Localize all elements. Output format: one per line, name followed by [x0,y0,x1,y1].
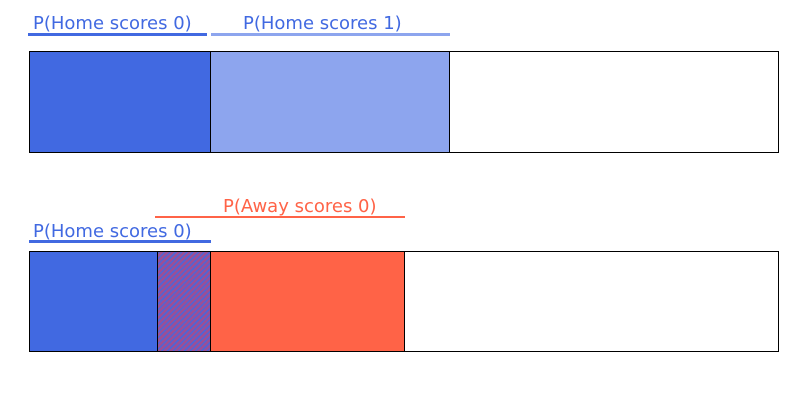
bottom-away-0-underline [155,216,405,218]
bottom-home-0-underline [29,240,211,243]
bottom-home-0-label: P(Home scores 0) [33,221,192,242]
top-home-scores-0-segment [30,52,211,152]
top-home-1-underline [211,33,450,36]
bottom-home-scores-0-only-segment [30,252,158,351]
bottom-away-0-label: P(Away scores 0) [223,196,377,217]
bottom-overlap-hatched-segment [158,252,211,351]
bottom-away-scores-0-segment [211,252,405,351]
bottom-probability-bar [29,251,779,352]
top-home-0-underline [28,33,207,36]
top-probability-bar [29,51,779,153]
top-home-0-label: P(Home scores 0) [33,13,192,34]
top-home-scores-1-segment [211,52,450,152]
top-home-1-label: P(Home scores 1) [243,13,402,34]
